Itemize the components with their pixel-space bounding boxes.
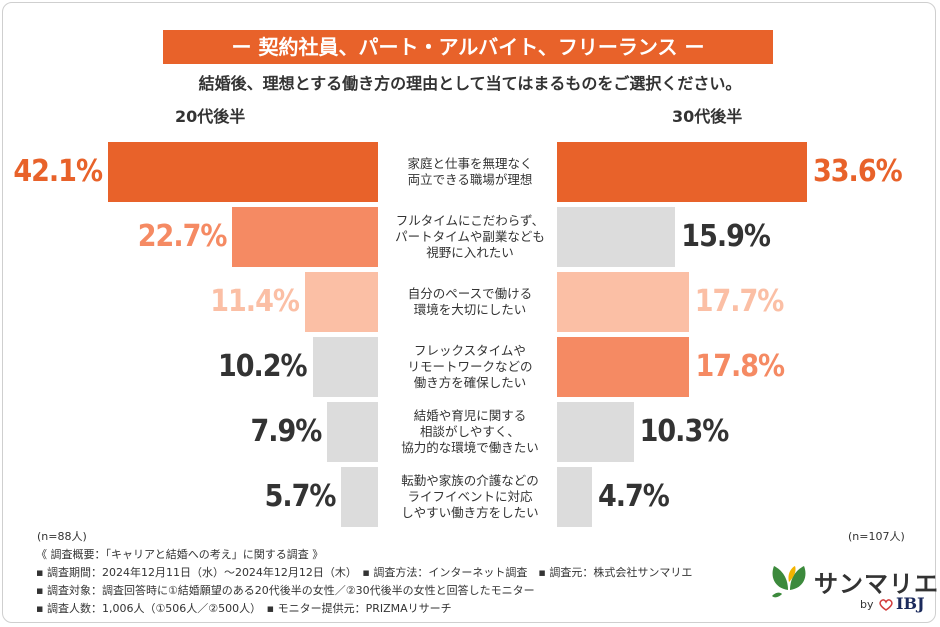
value-label-left: 22.7% <box>137 219 228 254</box>
category-label-line: 相談がしやすく、 <box>420 424 520 439</box>
logo-brand: IBJ <box>896 594 925 613</box>
bar-left <box>341 467 378 527</box>
leaf-icon <box>772 566 806 598</box>
category-label-line: 協力的な環境で働きたい <box>401 440 539 455</box>
category-label-line: 結婚や育児に関する <box>413 408 527 423</box>
sample-size-right: (n=107人) <box>848 530 905 543</box>
value-label-left: 7.9% <box>250 414 322 449</box>
bar-right <box>557 337 690 397</box>
category-label-line: 両立できる職場が理想 <box>407 172 533 187</box>
bar-left <box>232 207 378 267</box>
bar-left <box>304 272 378 332</box>
sample-size-left: (n=88人) <box>37 530 87 543</box>
category-label-line: しやすい働き方をしたい <box>401 505 539 520</box>
bar-left <box>327 402 378 462</box>
bar-right <box>557 467 592 527</box>
subtitle: 結婚後、理想とする働き方の理由として当てはまるものをご選択ください。 <box>198 74 742 93</box>
category-label-line: パートタイムや副業なども <box>395 229 545 244</box>
category-label: 結婚や育児に関する 相談がしやすく、 協力的な環境で働きたい <box>380 408 560 456</box>
heart-icon <box>879 599 893 611</box>
survey-note: ▪ 調査対象：調査回答時に①結婚願望のある20代後半の女性／②30代後半の女性と… <box>36 584 535 597</box>
category-label-line: 視野に入れたい <box>426 245 514 260</box>
value-label-left: 10.2% <box>217 349 308 384</box>
value-label-right: 17.8% <box>695 349 785 384</box>
title-banner: ー 契約社員、パート・アルバイト、フリーランス ー <box>163 30 773 64</box>
group-label-right: 30代後半 <box>672 107 743 126</box>
group-label-left: 20代後半 <box>175 107 246 126</box>
category-label-line: 転勤や家族の介護などの <box>401 473 539 488</box>
survey-note: 《 調査概要：「キャリアと結婚への考え」に関する調査 》 <box>36 548 324 561</box>
category-label-line: フルタイムにこだわらず、 <box>395 213 545 228</box>
value-label-right: 17.7% <box>694 284 785 319</box>
category-label: フレックスタイムや リモートワークなどの 働き方を確保したい <box>380 343 560 391</box>
value-label-left: 5.7% <box>264 479 337 514</box>
category-label-line: 働き方を確保したい <box>413 375 527 390</box>
bar-right <box>557 142 807 202</box>
logo-by: by <box>860 598 874 611</box>
category-label-line: フレックスタイムや <box>414 343 526 358</box>
value-label-right: 33.6% <box>813 154 903 189</box>
survey-note: ▪ 調査期間：2024年12月11日（水）〜2024年12月12日（木） ▪ 調… <box>36 566 693 579</box>
value-label-right: 10.3% <box>639 414 730 449</box>
category-label: 転勤や家族の介護などの ライフイベントに対応 しやすい働き方をしたい <box>380 473 560 521</box>
value-label-left: 11.4% <box>210 284 300 319</box>
category-label-line: リモートワークなどの <box>407 359 533 374</box>
category-label-line: 環境を大切にしたい <box>413 302 527 317</box>
value-label-right: 4.7% <box>597 479 670 514</box>
category-label-line: 家庭と仕事を無理なく <box>407 156 533 171</box>
bar-left <box>312 337 378 397</box>
category-label: 家庭と仕事を無理なく 両立できる職場が理想 <box>380 156 560 188</box>
category-label: フルタイムにこだわらず、 パートタイムや副業なども 視野に入れたい <box>380 213 560 261</box>
bar-right <box>557 402 634 462</box>
survey-notes: 《 調査概要：「キャリアと結婚への考え」に関する調査 》 ▪ 調査期間：2024… <box>36 546 692 618</box>
category-label-line: ライフイベントに対応 <box>407 489 533 504</box>
survey-note: ▪ 調査人数：1,006人（①506人／②500人） ▪ モニター提供元：PRI… <box>36 602 452 615</box>
value-label-right: 15.9% <box>681 219 771 254</box>
value-label-left: 42.1% <box>13 154 103 189</box>
logo-name: サンマリエ <box>814 570 939 598</box>
category-label: 自分のペースで働ける 環境を大切にしたい <box>380 286 560 318</box>
bar-right <box>557 272 689 332</box>
bar-right <box>557 207 676 267</box>
category-label-line: 自分のペースで働ける <box>407 286 533 301</box>
company-logo: サンマリエ by IBJ <box>768 560 938 620</box>
bar-left <box>108 142 378 202</box>
